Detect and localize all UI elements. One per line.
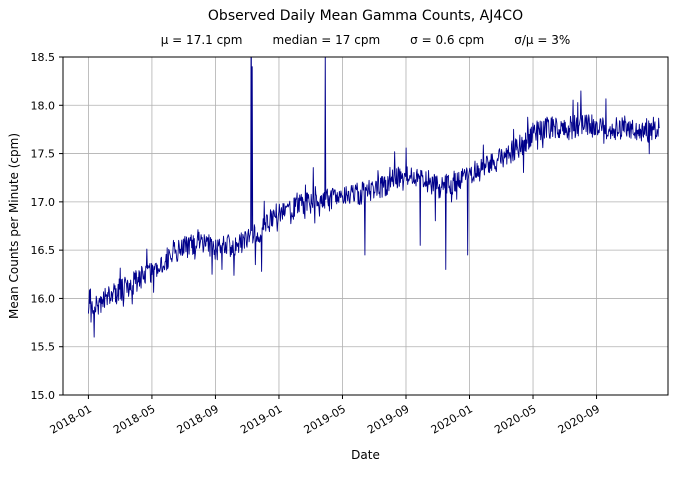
stat-sigma: σ = 0.6 cpm xyxy=(410,33,485,47)
y-tick-label: 16.5 xyxy=(31,244,56,257)
plot-border xyxy=(62,56,669,396)
x-tick-label: 2019-01 xyxy=(238,402,284,436)
y-tick-label: 16.0 xyxy=(31,292,56,305)
x-tick-label: 2019-09 xyxy=(365,402,411,436)
gamma-counts-series-line xyxy=(87,57,660,338)
x-tick-label: 2018-01 xyxy=(48,402,94,436)
chart-stats-line: μ = 17.1 cpm median = 17 cpm σ = 0.6 cpm… xyxy=(63,33,668,47)
x-tick-label: 2020-09 xyxy=(556,402,602,436)
x-tick-label: 2018-05 xyxy=(111,402,157,436)
chart-title: Observed Daily Mean Gamma Counts, AJ4CO xyxy=(207,8,524,24)
y-tick-label: 15.5 xyxy=(31,341,56,354)
x-tick-label: 2020-05 xyxy=(492,402,538,436)
x-axis-label: Date xyxy=(351,448,380,462)
y-tick-label: 18.5 xyxy=(31,51,56,64)
y-tick-label: 15.0 xyxy=(31,389,56,402)
stat-mean: μ = 17.1 cpm xyxy=(160,33,243,47)
x-tick-label: 2020-01 xyxy=(429,402,475,436)
stat-median: median = 17 cpm xyxy=(272,33,381,47)
y-tick-label: 17.0 xyxy=(31,196,56,209)
y-axis-label: Mean Counts per Minute (cpm) xyxy=(7,132,21,320)
x-tick-label: 2019-05 xyxy=(302,402,348,436)
y-tick-label: 17.5 xyxy=(31,148,56,161)
stat-sigma-over-mu: σ/μ = 3% xyxy=(514,33,571,47)
y-tick-label: 18.0 xyxy=(31,99,56,112)
x-tick-label: 2018-09 xyxy=(175,402,221,436)
